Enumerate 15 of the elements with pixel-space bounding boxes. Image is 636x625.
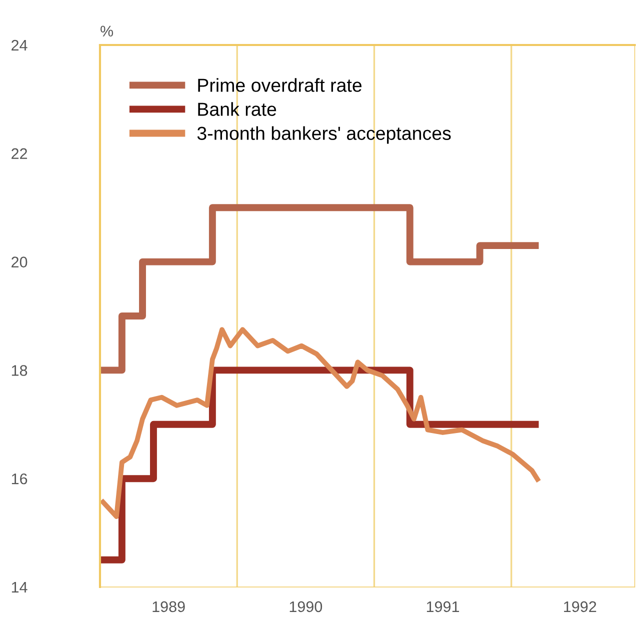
y-tick-label: 16: [12, 473, 28, 484]
x-tick-label: 1992: [564, 601, 596, 612]
y-tick-label: 20: [12, 256, 28, 268]
y-tick-label: 24: [12, 40, 28, 51]
legend-label: Bank rate: [198, 102, 276, 116]
line-series: [100, 327, 542, 519]
legend-label: Prime overdraft rate: [198, 78, 362, 92]
x-tick-label: 1991: [426, 601, 460, 612]
y-axis-title: %: [100, 26, 114, 36]
y-tick-label: 22: [12, 148, 28, 159]
x-tick-label: 1990: [290, 601, 322, 612]
legend-label: 3-month bankers' acceptances: [197, 126, 451, 144]
y-tick-label: 18: [12, 365, 28, 376]
y-tick-label: 14: [12, 582, 28, 593]
x-tick-label: 1989: [152, 601, 185, 612]
